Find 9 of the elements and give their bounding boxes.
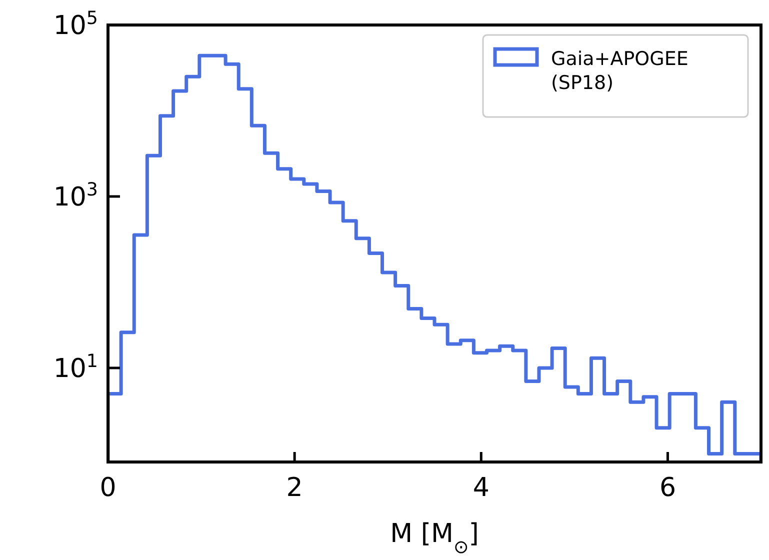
y-tick-label: 10$^{5}$ (53, 8, 98, 41)
y-tick-label: 10$^{1}$ (53, 350, 98, 384)
x-axis-title: M [M$_{⊙}$] (390, 519, 479, 558)
x-tick-label: 4 (472, 473, 490, 503)
x-tick-label: 6 (659, 473, 676, 503)
legend-label: Gaia+APOGEE (SP18) (551, 48, 688, 94)
x-tick-label: 2 (286, 473, 303, 503)
y-tick-label: 10$^{3}$ (53, 178, 98, 212)
x-tick-label: 0 (100, 473, 116, 503)
